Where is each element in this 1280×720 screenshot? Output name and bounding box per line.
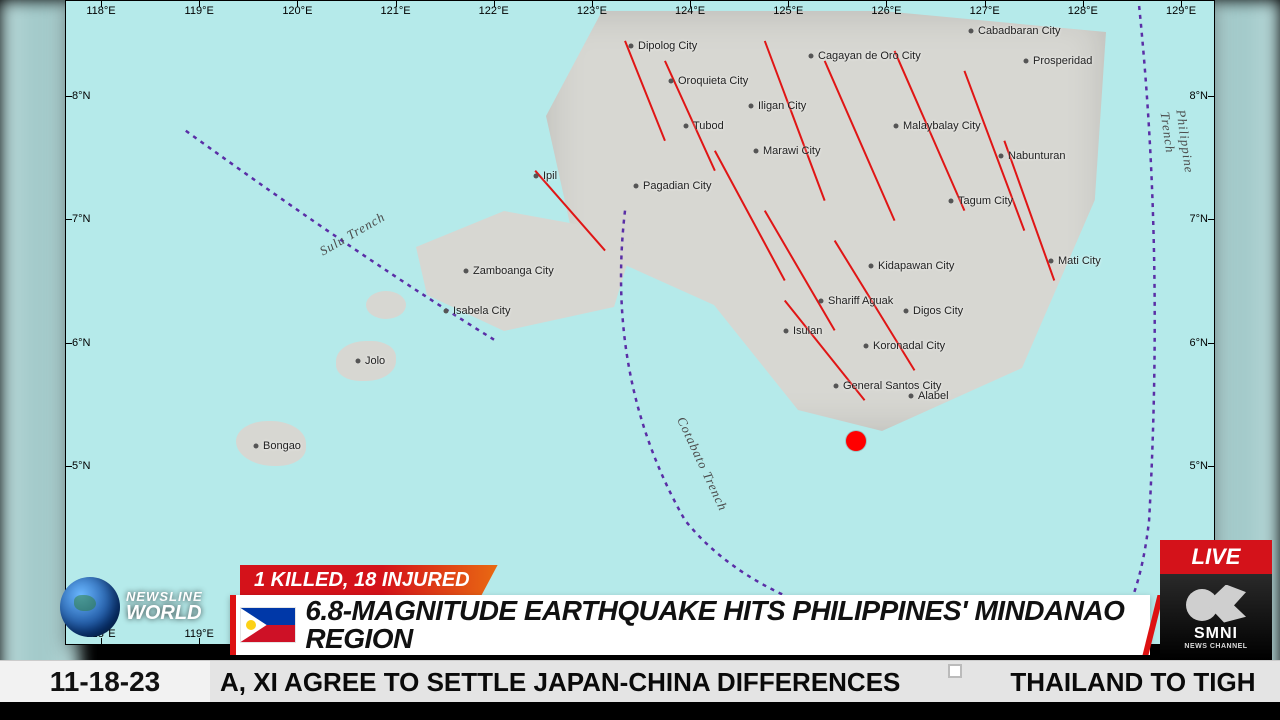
city-dot — [809, 54, 814, 59]
city-dot — [904, 309, 909, 314]
trench-label: Sulu Trench — [317, 209, 388, 259]
city-dot — [254, 444, 259, 449]
city-label: Prosperidad — [1033, 55, 1092, 67]
city-dot — [784, 329, 789, 334]
city-dot — [949, 199, 954, 204]
city-dot — [356, 359, 361, 364]
lat-tick-label: 8°N — [1190, 90, 1208, 102]
city-dot — [444, 309, 449, 314]
city-label: Bongao — [263, 440, 301, 452]
city-dot — [864, 344, 869, 349]
ticker-item: THAILAND TO TIGH — [1010, 661, 1255, 702]
trench-label: Cotabato Trench — [673, 414, 731, 513]
city-dot — [1024, 59, 1029, 64]
city-label: Marawi City — [763, 145, 820, 157]
lower-third: 1 KILLED, 18 INJURED 6.8-MAGNITUDE EARTH… — [0, 565, 1280, 660]
lat-tick-label: 5°N — [1190, 460, 1208, 472]
city-dot — [669, 79, 674, 84]
channel-name: SMNI — [1194, 625, 1238, 643]
city-dot — [909, 394, 914, 399]
city-label: Dipolog City — [638, 40, 697, 52]
ticker-item: A, XI AGREE TO SETTLE JAPAN-CHINA DIFFER… — [220, 661, 900, 702]
story-tag: 1 KILLED, 18 INJURED — [240, 565, 498, 595]
city-label: Mati City — [1058, 255, 1101, 267]
trench-label: Philippine Trench — [1157, 109, 1199, 186]
city-dot — [534, 174, 539, 179]
city-label: Nabunturan — [1008, 150, 1066, 162]
news-ticker: 11-18-23 A, XI AGREE TO SETTLE JAPAN-CHI… — [0, 660, 1280, 702]
city-label: Koronadal City — [873, 340, 945, 352]
channel-sub: NEWS CHANNEL — [1184, 643, 1247, 650]
seismic-map: 118°E118°E119°E119°E120°E120°E121°E121°E… — [65, 0, 1215, 645]
epicenter-marker — [846, 431, 866, 451]
city-dot — [754, 149, 759, 154]
city-label: Cagayan de Oro City — [818, 50, 921, 62]
city-label: Zamboanga City — [473, 265, 554, 277]
philippine-trench-line — [1104, 6, 1155, 644]
lat-tick-label: 8°N — [72, 90, 90, 102]
broadcast-frame: 118°E118°E119°E119°E120°E120°E121°E121°E… — [0, 0, 1280, 720]
headline-bar: 6.8-MAGNITUDE EARTHQUAKE HITS PHILIPPINE… — [230, 595, 1150, 655]
city-label: Tubod — [693, 120, 724, 132]
city-dot — [749, 104, 754, 109]
live-badge: LIVE — [1160, 540, 1272, 574]
city-label: Alabel — [918, 390, 949, 402]
lat-tick-label: 5°N — [72, 460, 90, 472]
landmass-mindanao — [546, 11, 1106, 431]
city-dot — [999, 154, 1004, 159]
city-label: Ipil — [543, 170, 557, 182]
city-label: Isulan — [793, 325, 822, 337]
city-label: Oroquieta City — [678, 75, 748, 87]
city-label: Malaybalay City — [903, 120, 981, 132]
headline-text: 6.8-MAGNITUDE EARTHQUAKE HITS PHILIPPINE… — [299, 597, 1150, 653]
city-dot — [869, 264, 874, 269]
city-label: Digos City — [913, 305, 963, 317]
city-dot — [894, 124, 899, 129]
channel-mark-icon — [1186, 585, 1246, 623]
city-dot — [969, 29, 974, 34]
city-label: Jolo — [365, 355, 385, 367]
letterbox-bottom — [0, 702, 1280, 720]
city-label: Isabela City — [453, 305, 510, 317]
flag-philippines-icon — [240, 607, 296, 643]
city-dot — [819, 299, 824, 304]
channel-stack: LIVE SMNI NEWS CHANNEL — [1160, 540, 1272, 660]
city-dot — [684, 124, 689, 129]
city-label: Kidapawan City — [878, 260, 954, 272]
city-label: Iligan City — [758, 100, 806, 112]
lat-tick-label: 6°N — [72, 337, 90, 349]
city-dot — [629, 44, 634, 49]
ticker-date: 11-18-23 — [0, 660, 210, 702]
ticker-track: A, XI AGREE TO SETTLE JAPAN-CHINA DIFFER… — [210, 660, 1280, 702]
city-dot — [834, 384, 839, 389]
country-flag — [236, 595, 299, 655]
ticker-separator-icon — [948, 664, 962, 678]
lat-tick-label: 7°N — [72, 213, 90, 225]
city-dot — [464, 269, 469, 274]
lat-tick-label: 6°N — [1190, 337, 1208, 349]
city-label: Tagum City — [958, 195, 1013, 207]
city-dot — [1049, 259, 1054, 264]
city-label: Pagadian City — [643, 180, 712, 192]
channel-logo: SMNI NEWS CHANNEL — [1160, 574, 1272, 660]
city-dot — [634, 184, 639, 189]
city-label: Shariff Aguak — [828, 295, 893, 307]
city-label: Cabadbaran City — [978, 25, 1061, 37]
island-basilan — [366, 291, 406, 319]
lat-tick-label: 7°N — [1190, 213, 1208, 225]
